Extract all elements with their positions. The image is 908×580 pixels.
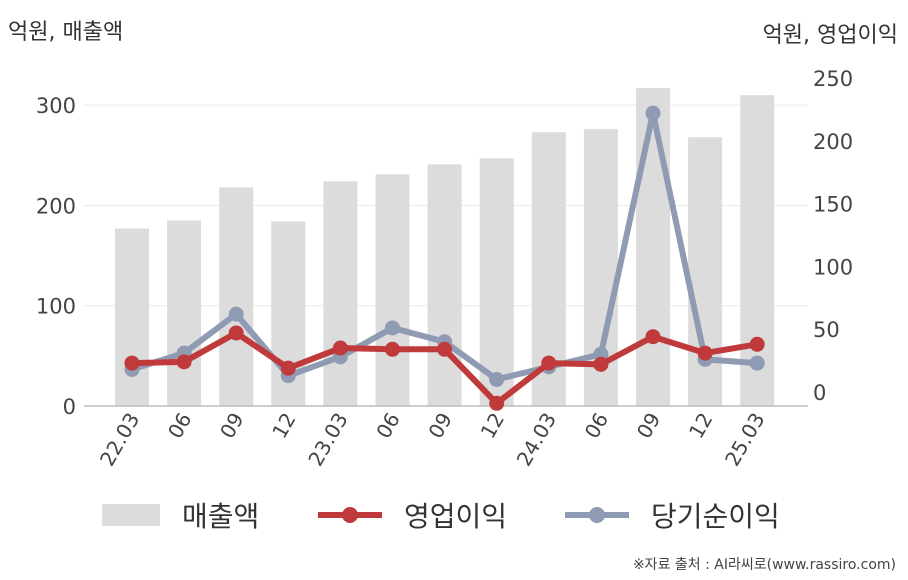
x-tick-label: 23.03 — [303, 409, 352, 471]
x-tick-label: 09 — [632, 409, 666, 443]
point-operating-profit — [593, 356, 609, 372]
bar-revenue — [115, 228, 149, 406]
right-tick-label: 200 — [813, 130, 853, 154]
right-tick-label: 100 — [813, 255, 853, 279]
bar-revenue — [375, 174, 410, 406]
revenue-bars — [115, 88, 775, 407]
left-tick-label: 300 — [36, 94, 76, 118]
point-operating-profit — [437, 341, 453, 357]
legend-item-net-income: 당기순이익 — [565, 493, 780, 537]
point-operating-profit — [645, 329, 661, 345]
bar-revenue — [740, 95, 775, 406]
legend-swatch-revenue — [102, 504, 160, 526]
x-tick-label: 22.03 — [95, 409, 144, 471]
right-tick-label: 250 — [813, 67, 853, 91]
source-credit: ※자료 출처 : AI라씨로(www.rassiro.com) — [632, 557, 896, 573]
point-net-income — [385, 320, 400, 336]
x-tick-label: 12 — [684, 409, 718, 443]
right-axis-unit-label: 억원, 영업이익 — [762, 23, 898, 48]
legend-swatch-net-income — [565, 504, 629, 526]
point-operating-profit — [332, 340, 348, 356]
legend-label-net-income: 당기순이익 — [651, 500, 780, 533]
point-operating-profit — [489, 395, 505, 411]
bar-revenue — [219, 187, 254, 406]
x-tick-label: 06 — [580, 409, 614, 443]
point-operating-profit — [176, 354, 192, 370]
point-operating-profit — [541, 355, 557, 371]
point-operating-profit — [228, 325, 244, 341]
point-net-income — [749, 355, 765, 371]
profit-lines — [124, 105, 765, 411]
right-tick-label: 50 — [813, 318, 840, 342]
right-axis-ticks: 0 50 100 150 200 250 — [813, 67, 853, 405]
x-tick-label: 06 — [371, 409, 405, 443]
point-operating-profit — [124, 355, 140, 371]
left-tick-label: 100 — [36, 295, 76, 319]
left-tick-label: 0 — [63, 395, 76, 419]
bar-revenue — [167, 220, 202, 406]
right-tick-label: 150 — [813, 193, 853, 217]
left-axis-ticks: 0 100 200 300 — [36, 94, 76, 419]
left-axis-unit-label: 억원, 매출액 — [8, 20, 124, 45]
legend-label-revenue: 매출액 — [182, 500, 260, 533]
legend-swatch-operating-profit — [318, 504, 382, 526]
bar-revenue — [323, 181, 358, 406]
bar-revenue — [636, 88, 670, 407]
legend-item-operating-profit: 영업이익 — [318, 493, 507, 537]
point-net-income — [645, 105, 661, 121]
legend-label-operating-profit: 영업이익 — [404, 500, 508, 533]
bar-revenue — [479, 158, 514, 406]
x-tick-label: 09 — [423, 409, 457, 443]
chart-legend: 매출액 영업이익 당기순이익 — [0, 493, 908, 537]
point-net-income — [228, 306, 244, 322]
x-tick-label: 12 — [267, 409, 301, 443]
point-operating-profit — [697, 345, 713, 361]
point-net-income — [489, 371, 505, 387]
x-axis-ticks: 22.03 06 09 12 23.03 06 09 12 24.03 06 09 12 25.03 — [95, 409, 770, 471]
point-operating-profit — [385, 341, 400, 357]
bar-revenue — [427, 164, 462, 406]
x-tick-label: 24.03 — [512, 409, 561, 471]
x-tick-label: 25.03 — [720, 409, 769, 471]
point-operating-profit — [280, 360, 296, 376]
x-tick-label: 09 — [215, 409, 249, 443]
x-tick-label: 06 — [163, 409, 197, 443]
right-tick-label: 0 — [813, 381, 826, 405]
legend-item-revenue: 매출액 — [102, 493, 259, 537]
x-tick-label: 12 — [476, 409, 510, 443]
point-operating-profit — [749, 336, 765, 352]
left-tick-label: 200 — [36, 194, 76, 218]
